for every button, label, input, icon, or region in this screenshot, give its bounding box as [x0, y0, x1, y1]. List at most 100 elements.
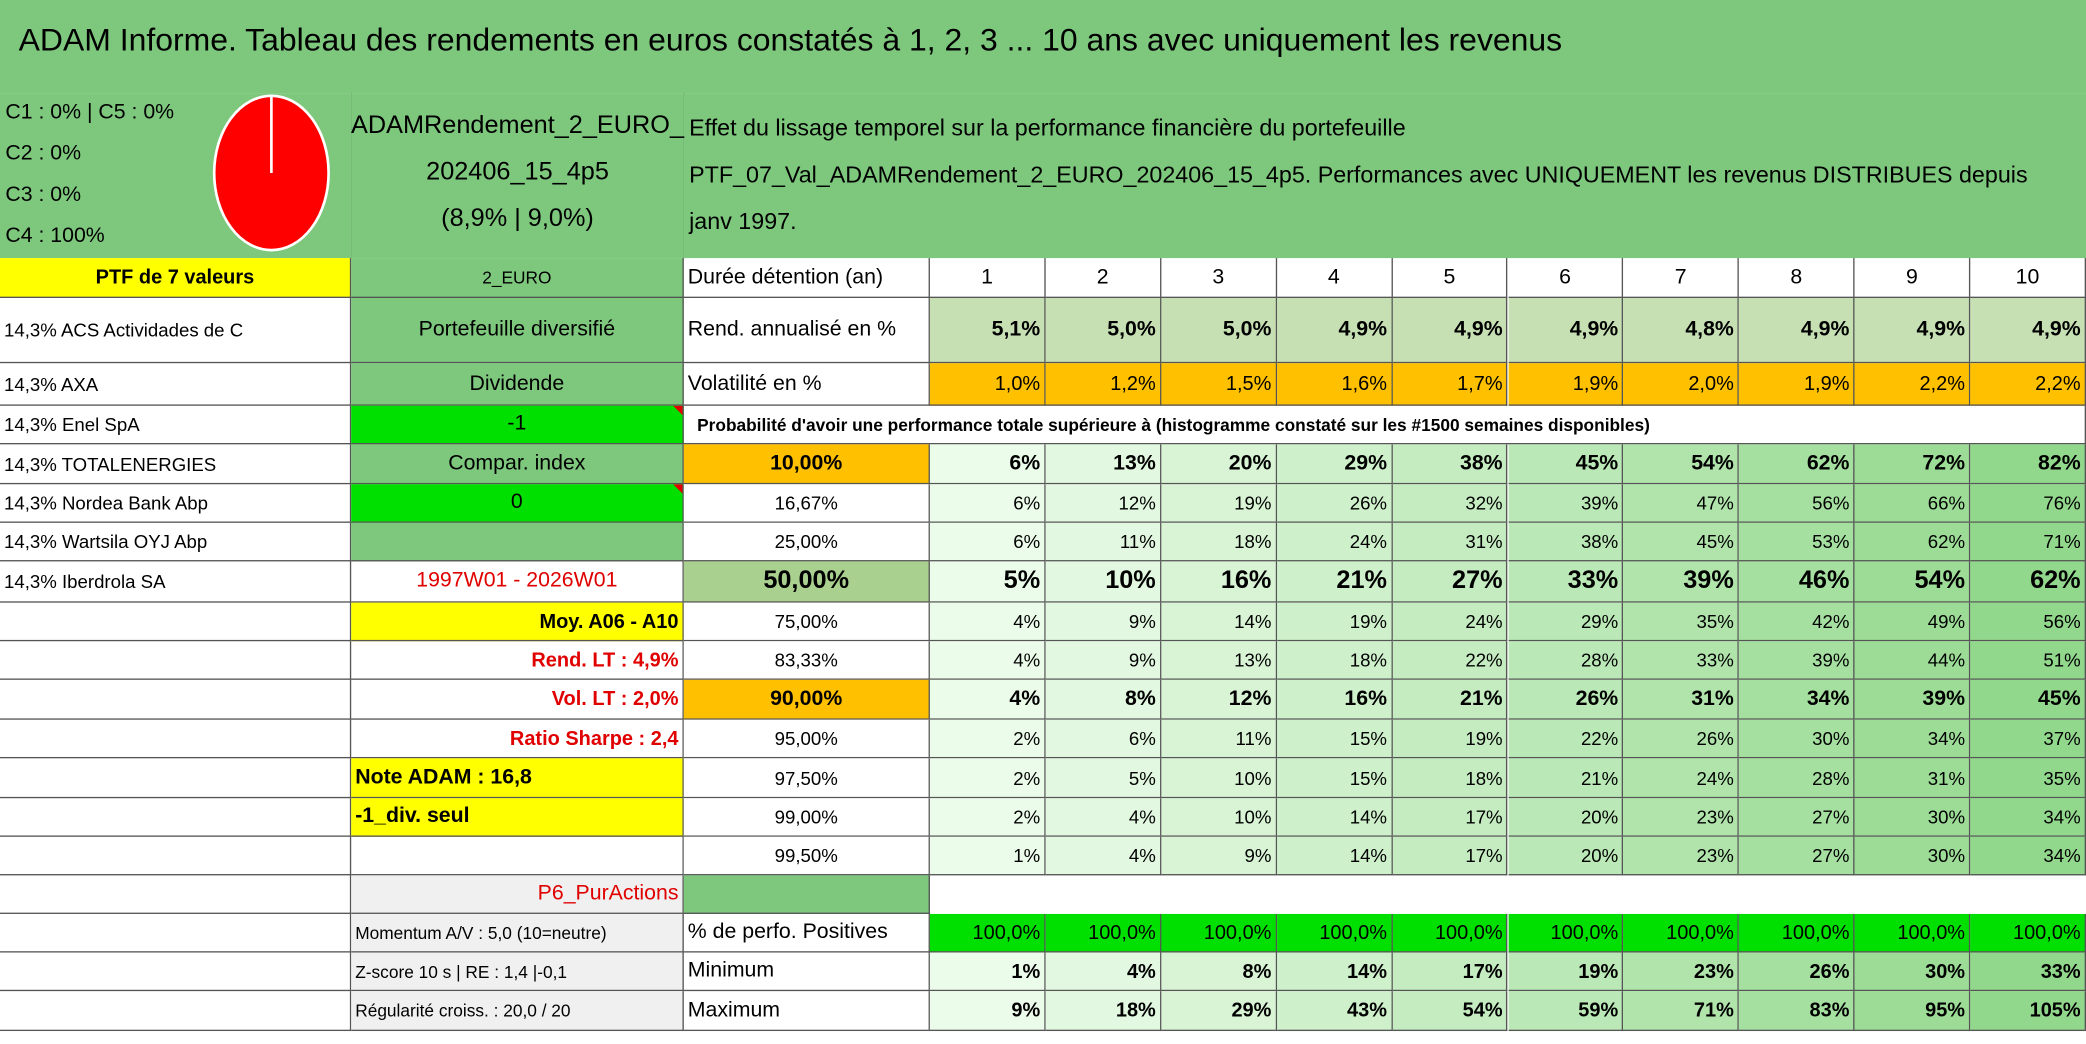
setting: -1_div. seul [351, 798, 684, 837]
stat-value: 54% [1392, 991, 1508, 1032]
stat-value: 9% [929, 991, 1046, 1032]
setting: Moy. A06 - A10 [351, 602, 684, 642]
probability-title: Probabilité d'avoir une performance tota… [683, 405, 2086, 445]
probability-value: 22% [1392, 641, 1508, 680]
probability-value: 54% [1623, 444, 1740, 485]
portfolio-name: ADAMRendement_2_EURO_ [351, 111, 685, 140]
volatility-value: 1,7% [1392, 363, 1508, 406]
probability-value: 20% [1507, 836, 1624, 876]
threshold: 97,50% [683, 758, 930, 799]
volatility-value: 1,0% [929, 363, 1046, 406]
description-line: Effet du lissage temporel sur la perform… [689, 114, 1406, 142]
probability-value: 26% [1623, 719, 1740, 759]
probability-value: 45% [1507, 444, 1624, 485]
holding: 14,3% Enel SpA [0, 405, 352, 445]
duration: 2 [1045, 258, 1162, 299]
return-value: 4,9% [1970, 298, 2086, 364]
stat-value: 83% [1739, 991, 1855, 1032]
probability-value: 38% [1392, 444, 1508, 485]
probability-value: 2% [929, 758, 1046, 799]
probability-value: 21% [1276, 561, 1393, 603]
probability-value: 11% [1161, 719, 1277, 759]
stat-value: 105% [1970, 991, 2086, 1032]
holding: 14,3% Wartsila OYJ Abp [0, 522, 352, 562]
probability-value: 5% [929, 561, 1046, 603]
probability-value: 6% [929, 522, 1046, 562]
probability-value: 38% [1507, 522, 1624, 562]
probability-value: 56% [1970, 602, 2086, 642]
probability-value: 13% [1045, 444, 1162, 485]
allocation-label: C3 : 0% [5, 183, 82, 207]
probability-value: 5% [1045, 758, 1162, 799]
probability-value: 24% [1623, 758, 1740, 799]
threshold: 95,00% [683, 719, 930, 759]
stat-value: 100,0% [1392, 913, 1508, 953]
threshold: 16,67% [683, 484, 930, 523]
probability-value: 6% [929, 484, 1046, 523]
empty-cell [0, 602, 352, 642]
probability-value: 23% [1623, 836, 1740, 876]
probability-value: 19% [1392, 719, 1508, 759]
allocation-label: C4 : 100% [5, 224, 105, 248]
volatility-value: 1,5% [1161, 363, 1277, 406]
row-label: Rend. annualisé en % [683, 298, 930, 364]
probability-value: 14% [1161, 602, 1277, 642]
empty-cell [683, 875, 930, 914]
probability-value: 21% [1392, 679, 1508, 720]
stat-value: 100,0% [1276, 913, 1393, 953]
volatility-value: 2,2% [1970, 363, 2086, 406]
allocation-label: C2 : 0% [5, 142, 82, 165]
probability-value: 10% [1161, 758, 1277, 799]
probability-value: 2% [929, 798, 1046, 837]
duration: 7 [1623, 258, 1740, 299]
probability-value: 29% [1276, 444, 1393, 485]
row-label: Volatilité en % [683, 363, 930, 406]
holding: 14,3% AXA [0, 363, 352, 406]
holding: 14,3% Iberdrola SA [0, 561, 352, 603]
setting: Rend. LT : 4,9% [351, 641, 684, 680]
probability-value: 62% [1970, 561, 2086, 603]
probability-value: 34% [1970, 836, 2086, 876]
probability-value: 49% [1854, 602, 1971, 642]
probability-value: 11% [1045, 522, 1162, 562]
probability-value: 21% [1507, 758, 1624, 799]
probability-value: 24% [1276, 522, 1393, 562]
setting: Momentum A/V : 5,0 (10=neutre) [351, 913, 684, 953]
comment-marker [673, 405, 683, 416]
probability-value: 33% [1507, 561, 1624, 603]
probability-value: 1% [929, 836, 1046, 876]
probability-value: 6% [1045, 719, 1162, 759]
stat-value: 1% [929, 952, 1046, 992]
setting: Ratio Sharpe : 2,4 [351, 719, 684, 759]
probability-value: 30% [1854, 798, 1971, 837]
probability-value: 53% [1739, 522, 1855, 562]
probability-value: 15% [1276, 758, 1393, 799]
stat-value: 30% [1854, 952, 1971, 992]
probability-value: 28% [1739, 758, 1855, 799]
duration: 5 [1392, 258, 1508, 299]
empty-cell [0, 641, 352, 680]
description-line: PTF_07_Val_ADAMRendement_2_EURO_202406_1… [689, 160, 2028, 188]
portfolio-name: (8,9% | 9,0%) [441, 204, 594, 233]
probability-value: 20% [1161, 444, 1277, 485]
return-value: 4,9% [1276, 298, 1393, 364]
allocation-label: C1 : 0% | C5 : 0% [5, 101, 175, 124]
probability-value: 4% [929, 679, 1046, 720]
empty-cell [0, 991, 352, 1032]
probability-value: 47% [1623, 484, 1740, 523]
row-label: Maximum [683, 991, 930, 1032]
probability-value: 82% [1970, 444, 2086, 485]
setting: Régularité croiss. : 20,0 / 20 [351, 991, 684, 1032]
probability-value: 24% [1392, 602, 1508, 642]
return-value: 5,1% [929, 298, 1046, 364]
empty-cell [0, 875, 352, 914]
probability-value: 17% [1392, 798, 1508, 837]
volatility-value: 2,0% [1623, 363, 1740, 406]
threshold: 99,50% [683, 836, 930, 876]
probability-value: 4% [1045, 836, 1162, 876]
probability-value: 45% [1623, 522, 1740, 562]
description-line: janv 1997. [689, 207, 797, 235]
setting: Dividende [351, 363, 684, 406]
comment-marker [673, 484, 683, 494]
probability-value: 26% [1507, 679, 1624, 720]
